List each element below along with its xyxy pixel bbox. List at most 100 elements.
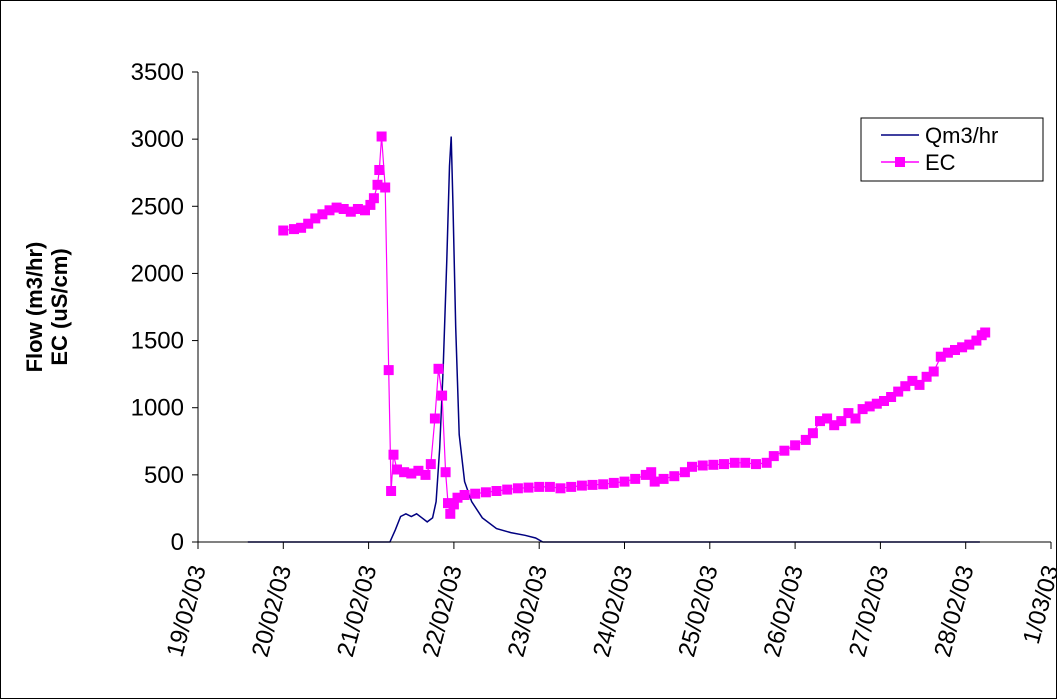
ec-data-point xyxy=(598,479,609,490)
x-tick-label: 28/02/03 xyxy=(929,563,979,660)
ec-data-point xyxy=(278,225,289,236)
ec-data-point xyxy=(380,182,391,193)
ec-data-point xyxy=(779,445,790,456)
ec-data-point xyxy=(452,492,463,503)
series-line-flow xyxy=(247,136,980,543)
ec-data-point xyxy=(815,416,825,427)
ec-data-point xyxy=(921,371,932,382)
ec-data-point xyxy=(790,440,801,451)
ec-data-point xyxy=(303,218,314,229)
ec-data-point xyxy=(317,209,328,220)
ec-data-point xyxy=(800,434,811,445)
ec-data-point xyxy=(491,486,502,496)
ec-data-point xyxy=(928,366,939,377)
ec-data-point xyxy=(368,193,379,204)
ec-data-point xyxy=(950,345,960,355)
ec-data-point xyxy=(850,413,861,424)
ec-data-point xyxy=(857,404,868,415)
ec-data-point xyxy=(480,487,491,498)
x-tick-label: 24/02/03 xyxy=(588,563,638,660)
ec-data-point xyxy=(893,386,904,397)
y-axis-title: Flow (m3/hr) EC (uS/cm) xyxy=(22,242,72,373)
ec-data-point xyxy=(445,508,456,519)
legend-ec-label: EC xyxy=(925,150,956,175)
ec-data-point xyxy=(296,222,307,233)
ec-data-point xyxy=(935,351,946,362)
ec-data-point xyxy=(470,488,481,499)
ec-data-point xyxy=(523,482,534,493)
y-tick-label: 3500 xyxy=(131,59,184,86)
ec-data-point xyxy=(679,467,690,478)
ec-data-point xyxy=(630,473,641,484)
ec-data-point xyxy=(619,476,630,487)
ec-data-point xyxy=(914,379,925,390)
y-tick-label: 1000 xyxy=(131,395,184,422)
ec-data-point xyxy=(443,498,453,509)
ec-data-point xyxy=(338,204,349,214)
ec-data-point xyxy=(566,481,577,492)
x-tick-label: 26/02/03 xyxy=(759,563,809,660)
ec-data-point xyxy=(980,327,991,338)
ec-data-point xyxy=(807,428,818,439)
ec-data-point xyxy=(289,224,299,235)
x-tick-label: 1/03/03 xyxy=(1018,563,1057,647)
y-tick-label: 0 xyxy=(171,529,184,556)
x-tick-label: 25/02/03 xyxy=(673,563,723,660)
ec-data-point xyxy=(406,468,417,479)
ec-data-point xyxy=(440,467,451,478)
ec-data-point xyxy=(429,413,440,424)
x-tick-label: 27/02/03 xyxy=(844,563,894,660)
ec-data-point xyxy=(413,465,424,476)
ec-data-point xyxy=(871,398,882,409)
ec-data-point xyxy=(886,392,897,402)
ec-data-point xyxy=(751,459,761,470)
ec-data-point xyxy=(512,483,523,494)
ec-data-point xyxy=(964,339,975,350)
legend-ec-marker xyxy=(895,157,905,167)
ec-data-point xyxy=(331,202,342,213)
ec-data-point xyxy=(719,459,729,470)
ec-data-point xyxy=(658,473,669,484)
ec-data-point xyxy=(640,469,651,480)
x-axis-ticks: 19/02/03 20/02/03 21/02/03 22/02/03 23/02/03… xyxy=(162,542,1057,660)
ec-data-point xyxy=(324,205,335,216)
ec-data-point xyxy=(544,481,555,492)
ec-data-point xyxy=(376,131,387,142)
ec-data-point xyxy=(345,206,356,217)
legend-box xyxy=(860,117,1044,182)
ec-data-point xyxy=(646,467,657,478)
ec-data-point xyxy=(459,490,470,500)
ec-data-point xyxy=(392,464,402,475)
y-tick-label: 2000 xyxy=(131,260,184,287)
ec-data-point xyxy=(372,179,383,190)
ec-data-point xyxy=(374,165,385,175)
ec-data-point xyxy=(365,199,376,210)
ec-data-point xyxy=(836,416,847,427)
ec-data-point xyxy=(957,342,968,353)
plot-series xyxy=(247,131,991,543)
ec-data-point xyxy=(843,408,854,419)
y-axis-title-line-2: EC (uS/cm) xyxy=(47,248,72,365)
ec-data-point xyxy=(310,213,321,224)
ec-data-point xyxy=(768,451,779,462)
y-tick-label: 3000 xyxy=(131,126,184,153)
x-tick-label: 23/02/03 xyxy=(503,563,553,660)
legend: Qm3/hr EC xyxy=(860,117,1044,182)
ec-data-point xyxy=(383,365,394,376)
ec-data-point xyxy=(437,390,448,401)
x-tick-label: 20/02/03 xyxy=(247,563,297,660)
ec-data-point xyxy=(433,363,444,374)
ec-data-point xyxy=(502,484,513,495)
ec-data-point xyxy=(697,460,708,471)
legend-flow-label: Qm3/hr xyxy=(925,123,998,148)
ec-data-point xyxy=(425,459,436,470)
ec-data-point xyxy=(864,401,875,412)
ec-data-point xyxy=(534,481,545,492)
ec-data-point xyxy=(448,499,459,510)
ec-data-point xyxy=(761,457,772,468)
ec-data-point xyxy=(740,457,751,468)
ec-data-point xyxy=(576,480,587,491)
y-axis-ticks: 0 500 1000 1500 2000 2500 3000 3500 xyxy=(131,59,198,556)
